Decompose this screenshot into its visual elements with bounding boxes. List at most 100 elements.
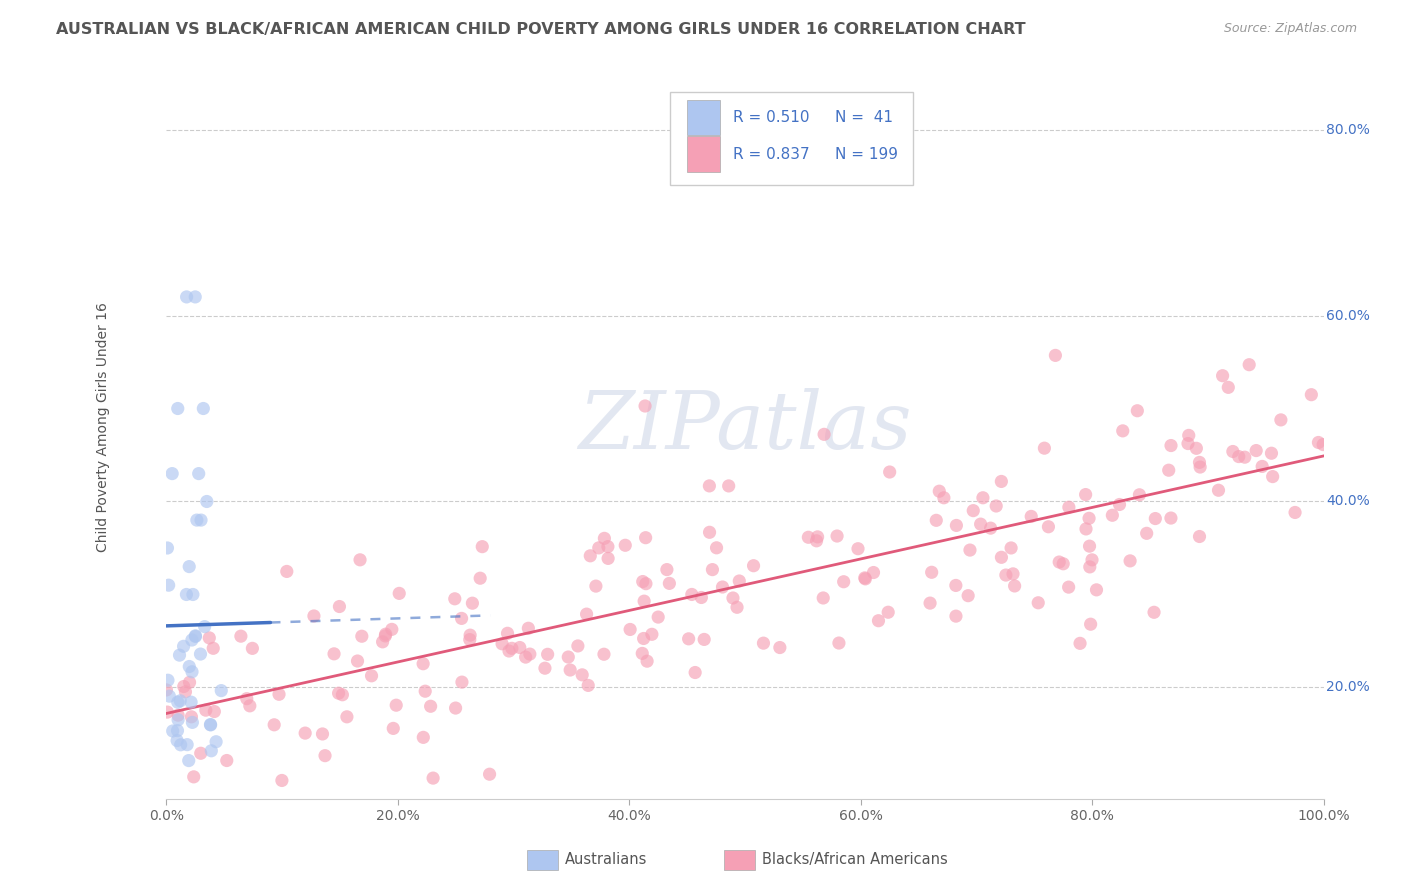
Point (596, 540, 619, 554)
Text: AUSTRALIAN VS BLACK/AFRICAN AMERICAN CHILD POVERTY AMONG GIRLS UNDER 16 CORRELAT: AUSTRALIAN VS BLACK/AFRICAN AMERICAN CHI… (56, 22, 1026, 37)
Point (167, 713, 190, 727)
Point (169, 648, 191, 662)
Point (634, 531, 657, 545)
Point (190, 647, 212, 661)
Point (1026, 596, 1049, 610)
Text: Source: ZipAtlas.com: Source: ZipAtlas.com (1223, 22, 1357, 36)
Point (846, 541, 869, 556)
Point (239, 698, 262, 713)
Point (1057, 580, 1080, 594)
Point (634, 576, 657, 591)
Point (921, 566, 943, 580)
Point (853, 572, 876, 586)
Point (1078, 511, 1101, 525)
Point (769, 640, 792, 655)
Point (349, 553, 371, 567)
Point (157, 689, 180, 703)
Point (925, 513, 948, 527)
Text: 40.0%: 40.0% (1326, 494, 1369, 508)
Point (537, 648, 560, 662)
Point (742, 558, 765, 573)
Point (1208, 483, 1230, 498)
Point (451, 675, 474, 690)
Point (1308, 435, 1330, 450)
Text: 20.0%: 20.0% (1326, 681, 1369, 695)
Point (276, 565, 298, 579)
Point (458, 632, 481, 647)
Text: ZIPatlas: ZIPatlas (578, 388, 912, 466)
Point (173, 640, 195, 654)
Point (683, 665, 706, 680)
Point (346, 654, 368, 668)
Point (385, 698, 408, 713)
Point (179, 675, 201, 690)
Point (725, 600, 748, 615)
FancyBboxPatch shape (669, 93, 912, 186)
Point (519, 647, 541, 661)
Point (806, 530, 828, 544)
Point (157, 578, 180, 592)
Point (350, 629, 373, 643)
Point (181, 587, 204, 601)
Point (1144, 511, 1167, 525)
Text: 80.0%: 80.0% (1326, 122, 1369, 136)
Point (990, 475, 1012, 489)
Point (156, 705, 179, 719)
Point (980, 521, 1002, 535)
Point (242, 641, 264, 656)
Point (1033, 441, 1056, 455)
Point (1101, 508, 1123, 523)
Point (181, 665, 204, 679)
Point (166, 695, 188, 709)
Point (1188, 529, 1211, 543)
Point (498, 644, 520, 658)
Point (470, 571, 492, 585)
Point (180, 710, 202, 724)
Point (190, 746, 212, 760)
Point (853, 571, 876, 585)
Point (515, 650, 537, 665)
Point (797, 530, 820, 544)
Point (1227, 450, 1250, 464)
Point (1112, 424, 1135, 438)
Point (1260, 446, 1282, 460)
Point (1233, 450, 1256, 465)
Point (945, 609, 967, 624)
Point (200, 744, 222, 758)
Point (413, 684, 436, 698)
Point (633, 594, 655, 608)
Point (270, 773, 292, 788)
Point (959, 543, 981, 558)
Point (443, 591, 465, 606)
Point (1004, 579, 1026, 593)
Point (1218, 380, 1240, 394)
Point (825, 529, 848, 543)
Point (176, 738, 198, 752)
Point (166, 733, 188, 747)
Point (576, 678, 599, 692)
Point (167, 708, 190, 723)
Point (813, 591, 835, 605)
Point (267, 687, 290, 701)
Point (1222, 444, 1244, 458)
Point (681, 587, 703, 601)
Point (1177, 436, 1199, 450)
Point (702, 563, 724, 577)
Point (534, 661, 557, 675)
Point (186, 513, 208, 527)
Point (166, 401, 188, 416)
Point (1160, 511, 1182, 525)
Point (180, 633, 202, 648)
Text: Blacks/African Americans: Blacks/African Americans (762, 853, 948, 867)
Point (173, 680, 195, 694)
Point (194, 619, 217, 633)
Point (1108, 498, 1130, 512)
Point (560, 663, 582, 677)
Point (202, 641, 225, 656)
Point (314, 748, 336, 763)
Point (1244, 443, 1267, 458)
Point (202, 705, 225, 719)
Point (166, 723, 188, 738)
Point (360, 669, 382, 683)
Point (1074, 522, 1097, 536)
